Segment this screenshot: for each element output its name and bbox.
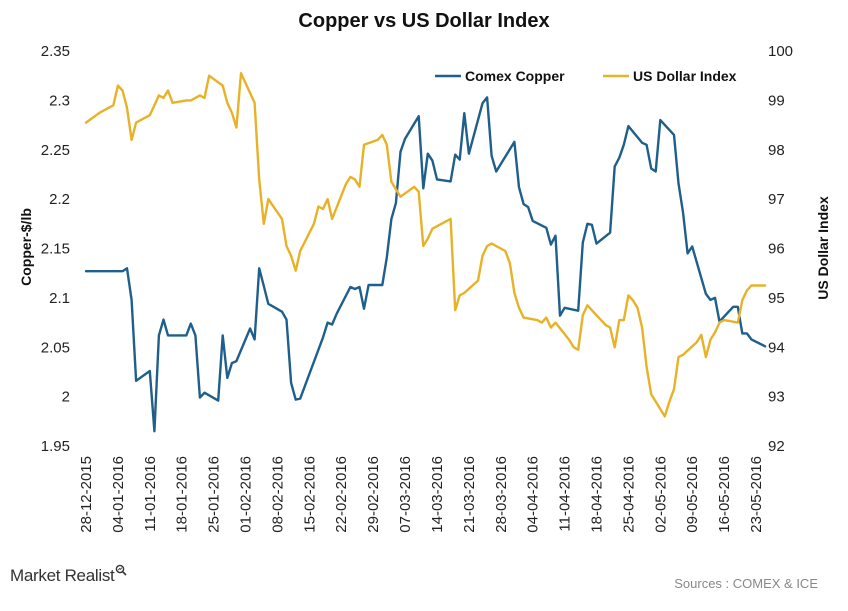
right-tick-label: 98 <box>768 142 785 159</box>
left-axis-label: Copper-$/lb <box>18 208 34 286</box>
x-tick-label: 18-04-2016 <box>588 456 605 533</box>
right-axis-ticks: 92 93 94 95 96 97 98 99 100 <box>768 43 793 455</box>
left-tick-label: 1.95 <box>41 438 70 455</box>
right-tick-label: 95 <box>768 290 785 307</box>
plot-area <box>84 71 767 433</box>
magnifier-icon <box>116 564 128 576</box>
left-tick-label: 2.15 <box>41 241 70 258</box>
brand-logo: Market Realist <box>10 564 128 586</box>
brand-name: Market Realist <box>10 566 115 585</box>
x-tick-label: 21-03-2016 <box>461 456 478 533</box>
series-line-us-dollar-index <box>84 71 767 418</box>
right-tick-label: 100 <box>768 43 793 60</box>
x-tick-label: 28-12-2015 <box>78 456 95 533</box>
x-axis-ticks: 28-12-2015 04-01-2016 11-01-2016 18-01-2016… <box>78 456 765 533</box>
right-axis-label: US Dollar Index <box>815 196 831 300</box>
x-tick-label: 29-02-2016 <box>365 456 382 533</box>
legend-label: Comex Copper <box>465 68 565 84</box>
right-tick-label: 94 <box>768 339 785 356</box>
left-tick-label: 2.25 <box>41 142 70 159</box>
x-tick-label: 11-04-2016 <box>557 456 574 532</box>
x-tick-label: 16-05-2016 <box>716 456 733 533</box>
left-tick-label: 2.2 <box>49 191 70 208</box>
x-tick-label: 02-05-2016 <box>652 456 669 533</box>
x-tick-label: 22-02-2016 <box>333 456 350 533</box>
x-tick-label: 23-05-2016 <box>748 456 765 533</box>
x-tick-label: 09-05-2016 <box>684 456 701 533</box>
x-tick-label: 18-01-2016 <box>174 456 191 533</box>
x-tick-label: 25-01-2016 <box>206 456 223 533</box>
x-tick-label: 04-01-2016 <box>110 456 127 533</box>
left-axis-ticks: 1.95 2 2.05 2.1 2.15 2.2 2.25 2.3 2.35 <box>41 43 70 455</box>
left-tick-label: 2.35 <box>41 43 70 60</box>
x-tick-label: 01-02-2016 <box>238 456 255 533</box>
right-tick-label: 99 <box>768 92 785 109</box>
left-tick-label: 2.3 <box>49 92 70 109</box>
right-tick-label: 96 <box>768 241 785 258</box>
left-tick-label: 2.05 <box>41 339 70 356</box>
x-tick-label: 08-02-2016 <box>269 456 286 533</box>
legend: Comex Copper US Dollar Index <box>435 68 737 84</box>
source-note: Sources : COMEX & ICE <box>674 576 818 591</box>
right-tick-label: 92 <box>768 438 785 455</box>
chart-title: Copper vs US Dollar Index <box>298 10 549 32</box>
x-tick-label: 07-03-2016 <box>397 456 414 533</box>
left-tick-label: 2.1 <box>49 290 70 307</box>
right-tick-label: 97 <box>768 191 785 208</box>
x-tick-label: 11-01-2016 <box>142 456 159 532</box>
x-tick-label: 28-03-2016 <box>493 456 510 533</box>
left-tick-label: 2 <box>62 389 70 406</box>
legend-label: US Dollar Index <box>633 68 737 84</box>
x-tick-label: 14-03-2016 <box>429 456 446 533</box>
right-tick-label: 93 <box>768 389 785 406</box>
x-tick-label: 15-02-2016 <box>301 456 318 533</box>
x-tick-label: 04-04-2016 <box>525 456 542 533</box>
x-tick-label: 25-04-2016 <box>620 456 637 533</box>
series-line-comex-copper <box>84 96 767 433</box>
